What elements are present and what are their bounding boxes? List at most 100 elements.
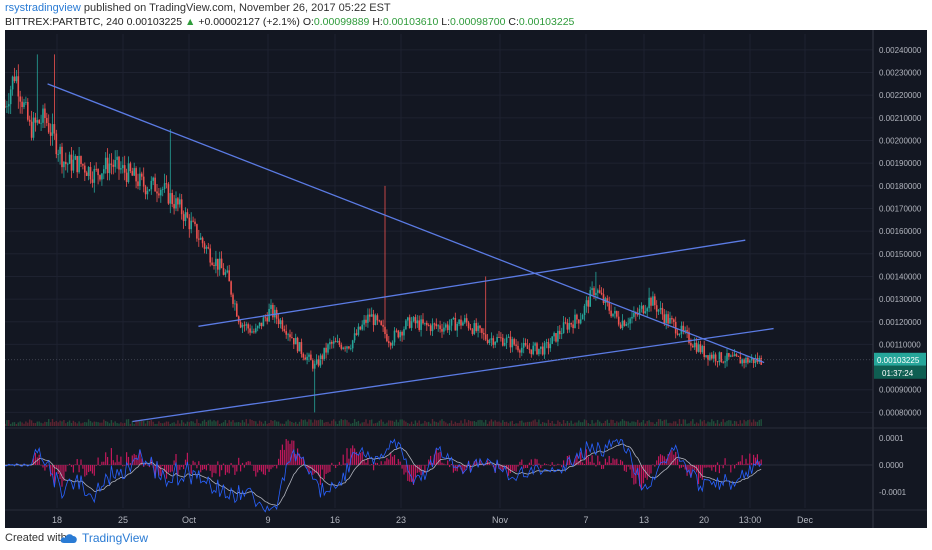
macd-histogram-bar: [734, 464, 736, 469]
volume-bar: [23, 423, 25, 426]
candle-body: [184, 212, 187, 222]
macd-histogram-bar: [673, 454, 675, 465]
macd-histogram-bar: [414, 464, 416, 478]
volume-bar: [124, 422, 126, 426]
volume-bar: [509, 421, 512, 426]
macd-histogram-bar: [680, 464, 682, 468]
macd-histogram-bar: [110, 448, 112, 465]
macd-histogram-bar: [105, 452, 107, 465]
candle-body: [306, 356, 308, 361]
candle-body: [110, 163, 113, 165]
candle-body: [161, 189, 164, 190]
macd-histogram-bar: [53, 464, 55, 485]
volume-bar: [443, 421, 445, 426]
volume-bar: [319, 419, 322, 426]
tradingview-logo-text[interactable]: TradingView: [82, 531, 149, 545]
candle-body: [570, 323, 572, 325]
macd-histogram-bar: [316, 464, 318, 473]
candle-body: [150, 180, 153, 190]
macd-histogram-bar: [228, 464, 230, 474]
macd-histogram-bar: [526, 464, 529, 468]
volume-bar: [627, 421, 629, 426]
macd-histogram-bar: [428, 459, 430, 465]
candle-body: [494, 341, 496, 345]
volume-bar: [485, 419, 487, 426]
volume-bar: [542, 422, 544, 426]
volume-bar: [540, 423, 542, 426]
price-tick-label: 0.00200000: [879, 136, 922, 145]
volume-bar: [348, 422, 350, 426]
macd-histogram-bar: [599, 461, 601, 465]
candle-body: [524, 343, 527, 346]
macd-histogram-bar: [32, 458, 35, 465]
candle-body: [538, 348, 540, 355]
macd-histogram-bar: [705, 464, 707, 468]
volume-bar: [80, 423, 82, 426]
volume-bar: [426, 422, 428, 426]
macd-histogram-bar: [188, 464, 190, 466]
macd-histogram-bar: [230, 462, 232, 465]
volume-bar: [456, 423, 458, 426]
macd-histogram-bar: [494, 464, 496, 473]
volume-bar: [756, 421, 759, 426]
volume-bar: [298, 421, 301, 426]
macd-histogram-bar: [338, 461, 340, 465]
timer-badge: [874, 365, 926, 379]
macd-histogram-bar: [259, 464, 261, 471]
macd-histogram-bar: [236, 464, 238, 472]
candle-body: [498, 337, 500, 338]
price-tick-label: 0.00130000: [879, 295, 922, 304]
volume-bar: [697, 423, 700, 426]
macd-histogram-bar: [154, 464, 156, 479]
time-tick-label: 16: [330, 515, 340, 525]
macd-histogram-bar: [129, 463, 131, 465]
candle-body: [673, 319, 675, 322]
candle-body: [530, 349, 533, 355]
volume-bar: [93, 421, 95, 426]
macd-histogram-bar: [38, 454, 40, 465]
volume-bar: [519, 420, 521, 426]
volume-bar: [186, 421, 189, 426]
macd-histogram-bar: [534, 458, 536, 465]
candle-body: [239, 322, 242, 328]
author-link[interactable]: rsystradingview: [5, 2, 81, 14]
candle-body: [321, 355, 324, 360]
volume-bar: [363, 422, 365, 426]
volume-bar: [460, 420, 462, 426]
macd-histogram-bar: [384, 461, 386, 465]
volume-bar: [165, 421, 168, 426]
volume-bar: [49, 422, 52, 426]
volume-bar: [477, 420, 479, 426]
volume-bar: [545, 423, 548, 426]
candle-body: [503, 342, 506, 346]
candle-body: [564, 322, 567, 324]
candle-body: [408, 317, 411, 328]
macd-histogram-bar: [682, 464, 684, 467]
volume-bar: [277, 421, 280, 426]
candle-body: [395, 330, 398, 332]
volume-bar: [462, 423, 464, 426]
macd-histogram-bar: [260, 464, 263, 472]
candle-body: [587, 300, 590, 307]
macd-histogram-bar: [513, 464, 515, 471]
symbol-label[interactable]: BITTREX:PARTBTC, 240: [5, 16, 124, 28]
chart-area[interactable]: 0.00240000 0.00230000 0.00220000 0.00210000…: [4, 30, 927, 528]
macd-histogram-bar: [257, 464, 259, 473]
volume-bar: [105, 421, 107, 426]
candle-body: [543, 343, 546, 355]
chart-svg[interactable]: 0.00240000 0.00230000 0.00220000 0.00210000…: [4, 30, 927, 528]
volume-bar: [103, 419, 105, 426]
volume-bar: [291, 422, 293, 426]
macd-histogram-bar: [202, 464, 204, 470]
macd-histogram-bar: [439, 451, 441, 465]
candle-body: [4, 106, 6, 108]
volume-bar: [521, 420, 523, 426]
macd-histogram-bar: [317, 464, 320, 476]
macd-histogram-bar: [462, 464, 464, 474]
candle-body: [439, 325, 441, 330]
macd-histogram-bar: [103, 461, 105, 465]
candle-body: [122, 165, 124, 169]
candle-body: [410, 321, 413, 328]
macd-histogram-bar: [346, 448, 348, 465]
macd-histogram-bar: [192, 460, 194, 465]
